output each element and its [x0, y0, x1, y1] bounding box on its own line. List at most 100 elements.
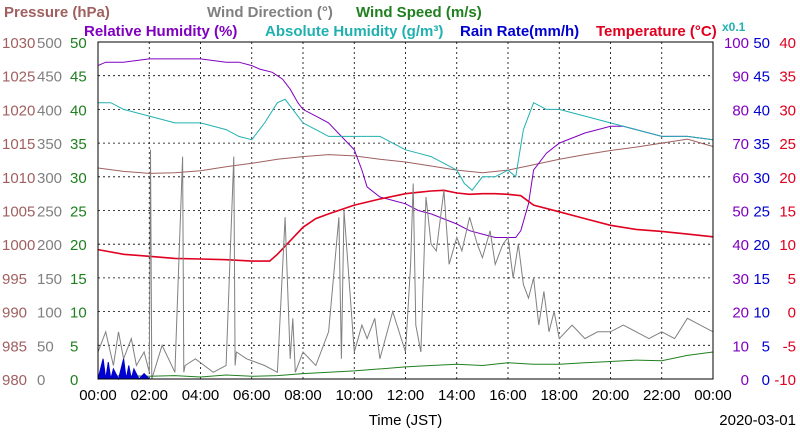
- axis-ticks: 1030102510201015101010051000995990985980…: [2, 35, 796, 404]
- y-tick-label: 1015: [2, 136, 35, 153]
- x-tick-label: 22:00: [643, 387, 681, 404]
- y-tick-label: 25: [779, 136, 796, 153]
- y-tick-label: 30: [732, 271, 749, 288]
- x-tick-label: 00:00: [694, 387, 732, 404]
- y-tick-label: 1005: [2, 204, 35, 221]
- y-tick-label: 985: [2, 338, 27, 355]
- y-tick-label: 45: [753, 69, 770, 86]
- y-tick-label: 200: [37, 237, 62, 254]
- x-tick-label: 20:00: [592, 387, 630, 404]
- y-tick-label: 40: [70, 102, 87, 119]
- y-tick-label: 10: [70, 305, 87, 322]
- y-tick-label: 980: [2, 372, 27, 389]
- x-tick-label: 14:00: [438, 387, 476, 404]
- y-tick-label: 0: [788, 305, 796, 322]
- y-tick-label: 10: [753, 305, 770, 322]
- x-axis-label: Time (JST): [369, 412, 443, 429]
- y-tick-label: 60: [732, 170, 749, 187]
- y-tick-label: 25: [753, 204, 770, 221]
- y-tick-label: 5: [762, 338, 770, 355]
- y-tick-label: 150: [37, 271, 62, 288]
- y-tick-label: 0: [70, 372, 78, 389]
- legend-entry: Temperature (°C): [596, 23, 717, 40]
- y-tick-label: 10: [779, 237, 796, 254]
- y-tick-label: 80: [732, 102, 749, 119]
- series-line: [97, 58, 714, 238]
- y-tick-label: 5: [70, 338, 78, 355]
- legend: Pressure (hPa) Wind Direction (°) Wind Spe…: [4, 4, 746, 40]
- y-tick-label: 45: [70, 69, 87, 86]
- x-tick-label: 06:00: [233, 387, 271, 404]
- series-line: [97, 138, 714, 174]
- y-tick-label: 40: [732, 237, 749, 254]
- y-tick-label: 1020: [2, 102, 35, 119]
- y-tick-label: 1025: [2, 69, 35, 86]
- x-tick-label: 00:00: [79, 387, 117, 404]
- y-tick-label: -10: [774, 372, 796, 389]
- plot-frame: [97, 41, 714, 380]
- y-tick-label: 15: [70, 271, 87, 288]
- series-line: [97, 149, 714, 380]
- y-tick-label: 300: [37, 170, 62, 187]
- y-tick-label: 20: [70, 237, 87, 254]
- y-tick-label: 40: [779, 35, 796, 52]
- y-tick-label: 500: [37, 35, 62, 52]
- y-tick-label: 400: [37, 102, 62, 119]
- y-tick-label: 90: [732, 69, 749, 86]
- y-tick-label: 30: [753, 170, 770, 187]
- y-tick-label: 35: [779, 69, 796, 86]
- series-line: [97, 189, 714, 262]
- series-line: [97, 351, 714, 378]
- series-line: [98, 98, 714, 192]
- x-tick-label: 18:00: [540, 387, 578, 404]
- y-tick-label: 70: [732, 136, 749, 153]
- y-tick-label: 0: [762, 372, 770, 389]
- y-tick-label: 1030: [2, 35, 35, 52]
- y-tick-label: 100: [724, 35, 749, 52]
- y-tick-label: 50: [37, 338, 54, 355]
- y-tick-label: 35: [70, 136, 87, 153]
- y-tick-label: 450: [37, 69, 62, 86]
- y-tick-label: 15: [779, 204, 796, 221]
- y-tick-label: 0: [37, 372, 45, 389]
- y-tick-label: 40: [753, 102, 770, 119]
- y-tick-label: 0: [741, 372, 749, 389]
- y-tick-label: 10: [732, 338, 749, 355]
- y-tick-label: 30: [779, 102, 796, 119]
- legend-entry: Wind Speed (m/s): [356, 4, 482, 21]
- x-tick-label: 10:00: [335, 387, 373, 404]
- y-tick-label: 250: [37, 204, 62, 221]
- y-tick-label: 50: [753, 35, 770, 52]
- x-tick-label: 04:00: [182, 387, 220, 404]
- legend-entry: Wind Direction (°): [207, 4, 333, 21]
- y-tick-label: 35: [753, 136, 770, 153]
- x-tick-label: 12:00: [387, 387, 425, 404]
- y-tick-label: 15: [753, 271, 770, 288]
- y-tick-label: 20: [753, 237, 770, 254]
- y-tick-label: 1000: [2, 237, 35, 254]
- y-tick-label: 50: [732, 204, 749, 221]
- legend-entry: x0.1: [722, 20, 746, 34]
- y-tick-label: 1010: [2, 170, 35, 187]
- plot-grid: [98, 42, 713, 379]
- y-tick-label: 5: [788, 271, 796, 288]
- legend-entry: Absolute Humidity (g/m³): [265, 23, 443, 40]
- legend-entry: Rain Rate(mm/h): [460, 23, 579, 40]
- y-tick-label: -5: [783, 338, 796, 355]
- y-tick-label: 50: [70, 35, 87, 52]
- y-tick-label: 995: [2, 271, 27, 288]
- legend-entry: Relative Humidity (%): [84, 23, 237, 40]
- y-tick-label: 20: [779, 170, 796, 187]
- y-tick-label: 25: [70, 204, 87, 221]
- date-label: 2020-03-01: [719, 412, 796, 429]
- x-tick-label: 08:00: [284, 387, 322, 404]
- y-tick-label: 990: [2, 305, 27, 322]
- legend-entry: Pressure (hPa): [4, 4, 110, 21]
- x-tick-label: 16:00: [489, 387, 527, 404]
- y-tick-label: 20: [732, 305, 749, 322]
- y-tick-label: 100: [37, 305, 62, 322]
- y-tick-label: 350: [37, 136, 62, 153]
- x-tick-label: 02:00: [130, 387, 168, 404]
- y-tick-label: 30: [70, 170, 87, 187]
